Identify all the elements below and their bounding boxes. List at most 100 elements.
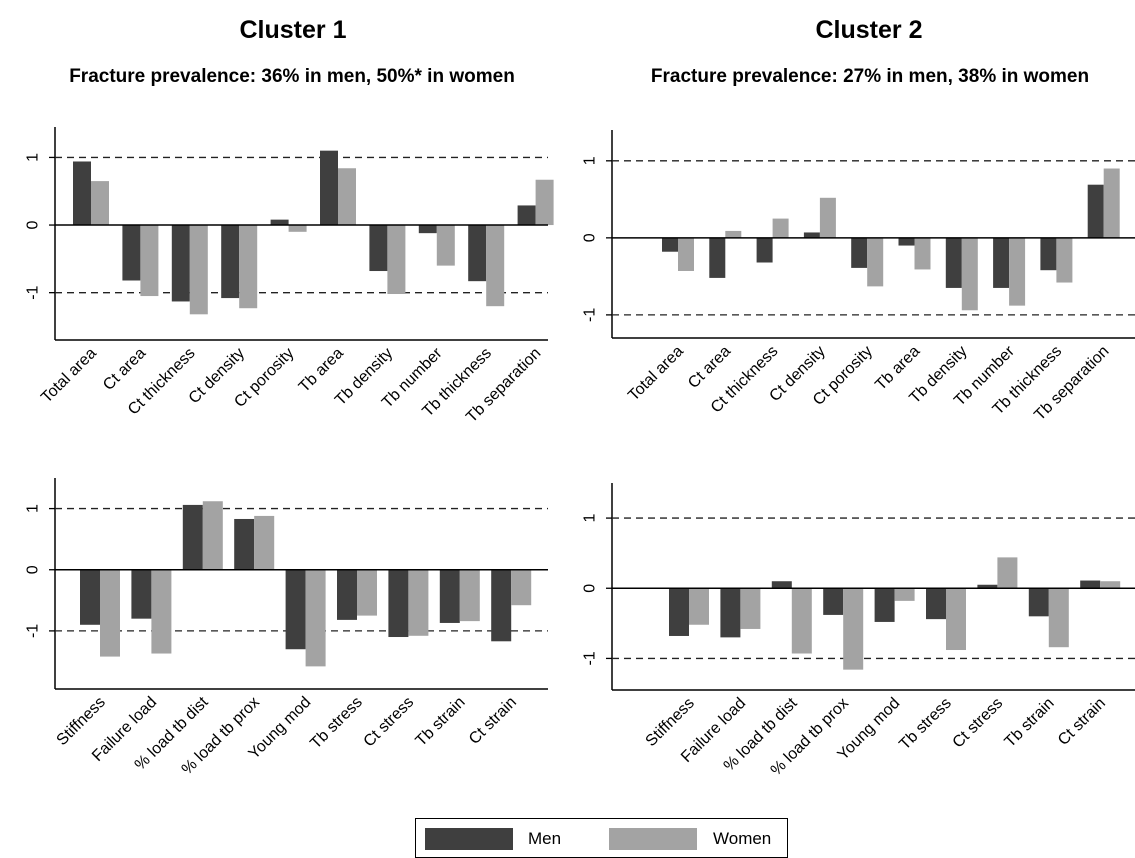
x-category-label: Ct strain [466, 694, 520, 748]
bar-men [369, 225, 388, 272]
bar-men [993, 237, 1010, 288]
x-category-label: Ct area [100, 345, 149, 394]
bar-women [997, 557, 1018, 589]
y-tick-label: 1 [25, 153, 42, 162]
bar-men [874, 588, 895, 622]
x-category-label: Total area [625, 343, 687, 405]
bar-women [1048, 588, 1069, 648]
y-tick-label: -1 [582, 308, 599, 322]
bar-men [1040, 237, 1057, 271]
bar-women [486, 225, 505, 307]
bar-women [819, 197, 836, 238]
x-category-label: Total area [38, 345, 100, 407]
bar-men [851, 237, 868, 268]
bar-men [285, 569, 306, 650]
bar-men [709, 237, 726, 278]
bar-men [182, 504, 203, 570]
x-category-label: Tb stress [896, 695, 955, 754]
bar-men [122, 225, 141, 281]
cluster-2-subtitle: Fracture prevalence: 27% in men, 38% in … [650, 66, 1090, 87]
bar-women [867, 237, 884, 287]
cluster-1-subtitle: Fracture prevalence: 36% in men, 50%* in… [69, 66, 515, 87]
bar-women [254, 515, 275, 570]
legend-women-swatch [609, 828, 697, 850]
bar-women [1100, 581, 1121, 589]
bar-women [1009, 237, 1026, 306]
bar-men [517, 205, 536, 226]
bar-women [202, 501, 223, 570]
x-category-label: Tb strain [413, 694, 469, 750]
bar-women [843, 588, 864, 670]
bar-women [459, 569, 480, 622]
bar-women [1103, 168, 1120, 238]
bar-men [171, 225, 190, 302]
bar-women [689, 588, 709, 625]
bar-women [1056, 237, 1073, 283]
bar-men [468, 225, 487, 282]
bar-men [337, 569, 357, 620]
bar-men [898, 237, 915, 246]
y-tick-label: 1 [582, 514, 599, 523]
bar-women [91, 181, 109, 226]
bar-men [388, 569, 409, 638]
chart-legend: Men Women [415, 818, 788, 858]
bar-women [151, 569, 172, 654]
bar-women [678, 237, 694, 271]
bar-women [408, 569, 429, 636]
bar-women [772, 218, 789, 238]
legend-men-label: Men [528, 829, 562, 848]
bar-women [535, 179, 554, 226]
bar-women [239, 225, 258, 309]
bar-men [73, 161, 91, 226]
bar-women [189, 225, 208, 315]
bar-men [1028, 588, 1049, 617]
bar-women [740, 588, 761, 629]
bar-men [1087, 184, 1104, 238]
y-tick-label: 0 [25, 565, 42, 574]
bar-women [140, 225, 159, 297]
bar-men [669, 588, 689, 636]
x-category-label: Tb area [296, 345, 347, 396]
bar-women [894, 588, 915, 601]
bar-women [387, 225, 406, 295]
y-tick-label: 1 [582, 156, 599, 165]
bar-men [662, 237, 678, 252]
bar-women [511, 569, 532, 606]
cluster-1-title: Cluster 1 [239, 16, 347, 44]
legend-women-label: Women [713, 829, 772, 848]
bar-women [725, 230, 742, 238]
bar-women [100, 569, 120, 657]
legend-men-swatch [425, 828, 513, 850]
bar-men [945, 237, 962, 288]
bar-men [270, 219, 289, 226]
bar-men [221, 225, 240, 299]
y-tick-label: -1 [25, 285, 42, 299]
bar-men [320, 150, 338, 226]
bar-women [791, 588, 812, 654]
bar-men [80, 569, 100, 625]
y-tick-label: 0 [25, 221, 42, 230]
bar-women [357, 569, 377, 616]
bar-men [756, 237, 773, 263]
bar-women [436, 225, 455, 266]
bar-men [771, 581, 792, 589]
bar-women [305, 569, 326, 667]
bar-women [946, 588, 966, 651]
bar-men [418, 225, 437, 234]
bar-women [338, 168, 356, 226]
bar-women [961, 237, 978, 311]
bar-men [803, 232, 820, 238]
x-category-label: Tb strain [1002, 695, 1058, 751]
y-tick-label: 0 [582, 233, 599, 242]
bar-men [131, 569, 152, 619]
bar-men [823, 588, 844, 615]
y-tick-label: -1 [25, 624, 42, 638]
bar-men [1080, 580, 1101, 589]
bar-men [977, 584, 998, 589]
y-tick-label: -1 [582, 651, 599, 665]
